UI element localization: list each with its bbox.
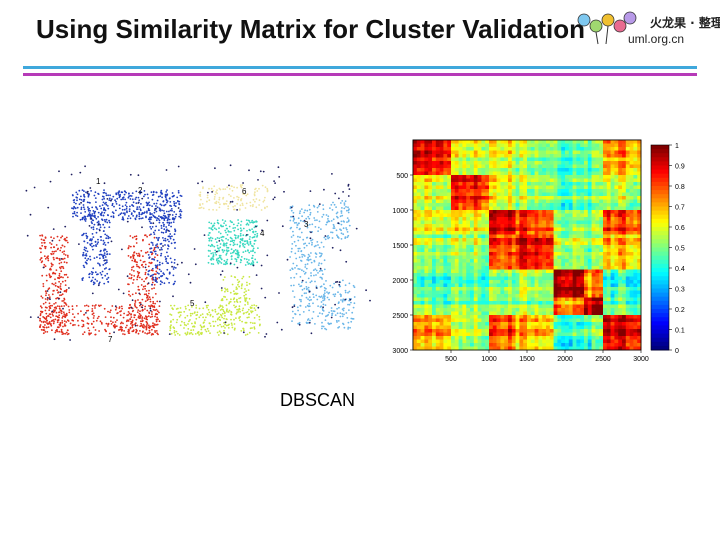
colorbar-tick-label: 0.7 <box>675 205 685 212</box>
y-tick-label: 3000 <box>392 348 408 355</box>
colorbar-tick-label: 0.3 <box>675 287 685 294</box>
logo-url: uml.org.cn <box>628 32 685 46</box>
y-tick-label: 1500 <box>392 243 408 250</box>
colorbar-tick-label: 0.5 <box>675 246 685 253</box>
x-tick-label: 3000 <box>633 356 649 363</box>
cluster-label: 7 <box>108 335 113 344</box>
x-tick-label: 500 <box>445 356 457 363</box>
y-tick-label: 2000 <box>392 278 408 285</box>
colorbar-tick-label: 0.8 <box>675 184 685 191</box>
slide-title: Using Similarity Matrix for Cluster Vali… <box>36 14 586 44</box>
colorbar-tick-label: 0.9 <box>675 164 685 171</box>
colorbar-tick-label: 0.1 <box>675 328 685 335</box>
colorbar-tick-label: 0.4 <box>675 266 685 273</box>
cluster-label: 1 <box>96 177 101 186</box>
y-tick-label: 2500 <box>392 313 408 320</box>
x-tick-label: 1500 <box>519 356 535 363</box>
x-tick-label: 2000 <box>557 356 573 363</box>
cluster-label: 4 <box>260 229 265 238</box>
y-tick-label: 500 <box>396 173 408 180</box>
title-rule-purple <box>23 73 697 76</box>
colorbar-tick-label: 0 <box>675 348 679 355</box>
dbscan-scatter-plot: 1 2 3 4 5 6 7 <box>25 164 371 344</box>
colorbar-tick-label: 0.2 <box>675 307 685 314</box>
cluster-label: 2 <box>138 186 143 195</box>
cluster-label: 3 <box>304 220 309 229</box>
caption-dbscan: DBSCAN <box>280 390 356 410</box>
logo-text: 火龙果 · 整理 <box>650 16 720 30</box>
x-tick-label: 2500 <box>595 356 611 363</box>
y-tick-label: 1000 <box>392 208 408 215</box>
x-tick-label: 1000 <box>481 356 497 363</box>
cluster-label: 6 <box>242 187 247 196</box>
cluster-label: 5 <box>190 299 195 308</box>
logo-circles-icon <box>577 11 637 45</box>
title-rule-blue <box>23 66 697 69</box>
similarity-matrix-heatmap: 500 1000 1500 2000 2500 3000 500 1000 1500 2000 2… <box>392 139 685 363</box>
colorbar-tick-label: 1 <box>675 143 679 150</box>
colorbar-tick-label: 0.6 <box>675 225 685 232</box>
logo: 火龙果 · 整理 uml.org.cn <box>576 8 720 52</box>
